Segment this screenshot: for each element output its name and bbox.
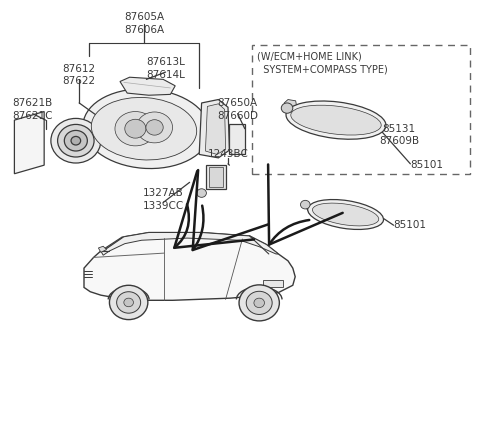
Polygon shape [263,280,283,287]
Text: 87605A
87606A: 87605A 87606A [124,12,164,35]
Text: 85131
87609B: 85131 87609B [379,124,420,146]
Text: 87650A
87660D: 87650A 87660D [217,98,258,121]
Circle shape [246,291,272,314]
Polygon shape [98,246,107,252]
FancyArrowPatch shape [174,171,254,248]
Ellipse shape [115,112,156,146]
Circle shape [58,124,94,157]
FancyArrowPatch shape [192,170,269,250]
Text: 87612
87622: 87612 87622 [62,64,96,86]
Polygon shape [14,112,44,174]
FancyArrowPatch shape [268,164,343,245]
Polygon shape [284,100,297,107]
Polygon shape [209,167,223,187]
Circle shape [71,136,81,145]
Ellipse shape [308,199,384,230]
Circle shape [51,118,101,163]
Text: 85101: 85101 [394,220,427,230]
Circle shape [254,298,264,308]
Ellipse shape [83,89,210,169]
Circle shape [109,285,148,320]
Text: 1243BC: 1243BC [207,149,249,160]
Ellipse shape [291,105,381,135]
Polygon shape [206,165,226,189]
Circle shape [125,119,146,138]
Circle shape [117,292,141,313]
Polygon shape [84,233,295,300]
Text: (W/ECM+HOME LINK)
  SYSTEM+COMPASS TYPE): (W/ECM+HOME LINK) SYSTEM+COMPASS TYPE) [257,51,387,75]
Circle shape [239,285,279,321]
Text: 85101: 85101 [410,160,444,170]
Ellipse shape [91,97,197,160]
Circle shape [300,200,310,209]
Polygon shape [101,233,278,255]
Text: 87621B
87621C: 87621B 87621C [12,98,53,121]
Ellipse shape [286,101,386,139]
Ellipse shape [312,203,379,226]
Bar [252,45,470,174]
Polygon shape [199,100,229,158]
Circle shape [146,120,163,135]
Polygon shape [229,124,245,154]
Circle shape [124,298,133,307]
Polygon shape [205,104,226,154]
Circle shape [197,189,206,197]
Ellipse shape [136,112,173,143]
Text: 1327AB
1339CC: 1327AB 1339CC [143,188,184,211]
Text: 87613L
87614L: 87613L 87614L [146,57,185,80]
Circle shape [64,130,87,151]
Circle shape [281,103,293,113]
Polygon shape [120,77,175,95]
